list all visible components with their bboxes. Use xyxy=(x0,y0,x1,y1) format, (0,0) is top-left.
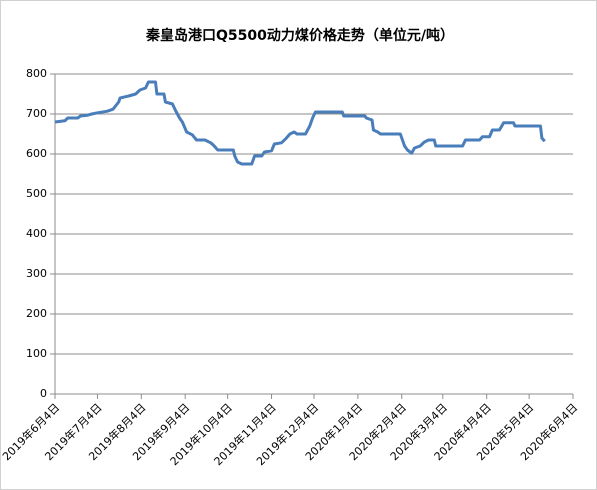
chart-title: 秦皇岛港口Q5500动力煤价格走势（单位元/吨） xyxy=(145,27,454,44)
y-tick-label: 800 xyxy=(26,67,47,80)
y-tick-label: 400 xyxy=(26,227,47,240)
y-tick-label: 200 xyxy=(26,307,47,320)
y-tick-label: 0 xyxy=(40,387,47,400)
y-tick-label: 600 xyxy=(26,147,47,160)
y-tick-label: 100 xyxy=(26,347,47,360)
y-tick-label: 300 xyxy=(26,267,47,280)
line-series xyxy=(54,80,546,166)
y-tick-label: 500 xyxy=(26,187,47,200)
y-tick-label: 700 xyxy=(26,107,47,120)
